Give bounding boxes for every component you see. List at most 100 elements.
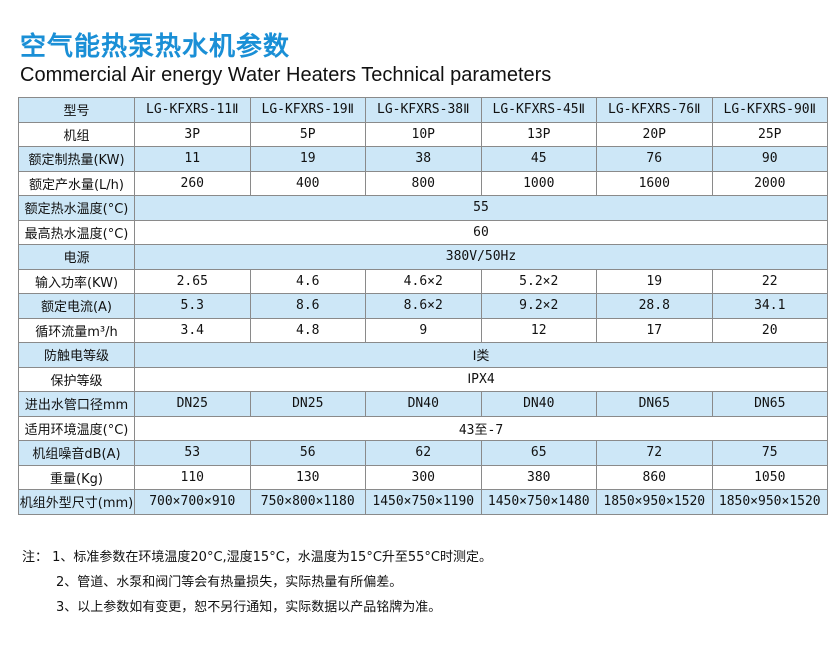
- table-row: 重量(Kg) 110 130 300 380 860 1050: [18, 464, 828, 490]
- table-cell: 110: [134, 464, 251, 490]
- table-cell: 43至-7: [134, 415, 828, 441]
- table-row: 型号 LG-KFXRS-11Ⅱ LG-KFXRS-19Ⅱ LG-KFXRS-38Ⅱ LG…: [18, 97, 828, 123]
- table-cell: 800: [365, 170, 482, 196]
- table-cell: ⅠPX4: [134, 366, 828, 392]
- note-1: 注： 1、标准参数在环境温度20°C,湿度15°C，水温度为15°C升至55°C…: [22, 550, 493, 565]
- table-row: 保护等级 ⅠPX4: [18, 366, 828, 392]
- table-cell: 700×700×910: [134, 489, 251, 515]
- row-label: 循环流量m³/h: [18, 317, 135, 343]
- table-cell: 72: [596, 440, 713, 466]
- table-cell: 380: [480, 464, 597, 490]
- table-cell: DN25: [134, 391, 251, 417]
- table-cell: 11: [134, 146, 251, 172]
- row-label: 重量(Kg): [18, 464, 135, 490]
- table-cell: 75: [711, 440, 828, 466]
- table-cell: LG-KFXRS-38Ⅱ: [365, 97, 482, 123]
- table-cell: 53: [134, 440, 251, 466]
- table-cell: 3P: [134, 121, 251, 147]
- note-2: 2、管道、水泵和阀门等会有热量损失，实际热量有所偏差。: [56, 575, 403, 590]
- table-cell: 1850×950×1520: [596, 489, 713, 515]
- table-cell: LG-KFXRS-11Ⅱ: [134, 97, 251, 123]
- row-label: 额定制热量(KW): [18, 146, 135, 172]
- row-label: 机组外型尺寸(mm): [18, 489, 135, 515]
- table-cell: 60: [134, 219, 828, 245]
- table-cell: DN40: [480, 391, 597, 417]
- row-label: 额定电流(A): [18, 293, 135, 319]
- table-cell: 5.3: [134, 293, 251, 319]
- table-cell: DN65: [596, 391, 713, 417]
- row-label: 电源: [18, 244, 135, 270]
- table-cell: 19: [249, 146, 366, 172]
- table-cell: 3.4: [134, 317, 251, 343]
- table-cell: 17: [596, 317, 713, 343]
- note-3: 3、以上参数如有变更，恕不另行通知，实际数据以产品铭牌为准。: [56, 600, 442, 615]
- table-cell: 28.8: [596, 293, 713, 319]
- table-row: 额定制热量(KW) 11 19 38 45 76 90: [18, 146, 828, 172]
- table-row: 额定电流(A) 5.3 8.6 8.6×2 9.2×2 28.8 34.1: [18, 293, 828, 319]
- row-label: 保护等级: [18, 366, 135, 392]
- page-subtitle: Commercial Air energy Water Heaters Tech…: [20, 64, 552, 86]
- table-cell: 76: [596, 146, 713, 172]
- table-cell: 34.1: [711, 293, 828, 319]
- table-cell: 8.6: [249, 293, 366, 319]
- table-row: 电源 380V/50Hz: [18, 244, 828, 270]
- table-row: 进出水管口径mm DN25 DN25 DN40 DN40 DN65 DN65: [18, 391, 828, 417]
- row-label: 进出水管口径mm: [18, 391, 135, 417]
- table-cell: 750×800×1180: [249, 489, 366, 515]
- table-cell: 20: [711, 317, 828, 343]
- row-label: 最高热水温度(°C): [18, 219, 135, 245]
- table-cell: 25P: [711, 121, 828, 147]
- row-label: 型号: [18, 97, 135, 123]
- table-cell: 1850×950×1520: [711, 489, 828, 515]
- table-cell: 4.6: [249, 268, 366, 294]
- row-label: 机组: [18, 121, 135, 147]
- table-cell: 5P: [249, 121, 366, 147]
- table-cell: 5.2×2: [480, 268, 597, 294]
- table-cell: DN65: [711, 391, 828, 417]
- table-row: 额定热水温度(°C) 55: [18, 195, 828, 221]
- table-cell: DN40: [365, 391, 482, 417]
- table-cell: 90: [711, 146, 828, 172]
- row-label: 适用环境温度(°C): [18, 415, 135, 441]
- row-label: 额定产水量(L/h): [18, 170, 135, 196]
- table-cell: 1000: [480, 170, 597, 196]
- table-cell: 45: [480, 146, 597, 172]
- row-label: 输入功率(KW): [18, 268, 135, 294]
- table-cell: 1600: [596, 170, 713, 196]
- table-cell: 300: [365, 464, 482, 490]
- page-title: 空气能热泵热水机参数: [20, 32, 291, 62]
- table-cell: LG-KFXRS-90Ⅱ: [711, 97, 828, 123]
- table-cell: 2000: [711, 170, 828, 196]
- row-label: 机组噪音dB(A): [18, 440, 135, 466]
- table-cell: 19: [596, 268, 713, 294]
- table-cell: 1050: [711, 464, 828, 490]
- table-cell: 8.6×2: [365, 293, 482, 319]
- table-cell: 38: [365, 146, 482, 172]
- table-cell: Ⅰ类: [134, 342, 828, 368]
- table-cell: 380V/50Hz: [134, 244, 828, 270]
- table-cell: 9: [365, 317, 482, 343]
- table-cell: 260: [134, 170, 251, 196]
- table-cell: 1450×750×1190: [365, 489, 482, 515]
- table-row: 额定产水量(L/h) 260 400 800 1000 1600 2000: [18, 170, 828, 196]
- table-cell: 130: [249, 464, 366, 490]
- table-cell: 10P: [365, 121, 482, 147]
- table-cell: 20P: [596, 121, 713, 147]
- table-cell: 4.6×2: [365, 268, 482, 294]
- table-cell: 55: [134, 195, 828, 221]
- table-row: 最高热水温度(°C) 60: [18, 219, 828, 245]
- table-cell: DN25: [249, 391, 366, 417]
- table-cell: 56: [249, 440, 366, 466]
- table-cell: 22: [711, 268, 828, 294]
- table-row: 循环流量m³/h 3.4 4.8 9 12 17 20: [18, 317, 828, 343]
- parameters-table: 型号 LG-KFXRS-11Ⅱ LG-KFXRS-19Ⅱ LG-KFXRS-38Ⅱ LG…: [18, 97, 828, 515]
- table-cell: 860: [596, 464, 713, 490]
- table-row: 防触电等级 Ⅰ类: [18, 342, 828, 368]
- table-cell: 2.65: [134, 268, 251, 294]
- table-cell: LG-KFXRS-19Ⅱ: [249, 97, 366, 123]
- row-label: 额定热水温度(°C): [18, 195, 135, 221]
- table-cell: LG-KFXRS-45Ⅱ: [480, 97, 597, 123]
- table-row: 输入功率(KW) 2.65 4.6 4.6×2 5.2×2 19 22: [18, 268, 828, 294]
- table-cell: 13P: [480, 121, 597, 147]
- notes: 注： 1、标准参数在环境温度20°C,湿度15°C，水温度为15°C升至55°C…: [22, 545, 492, 620]
